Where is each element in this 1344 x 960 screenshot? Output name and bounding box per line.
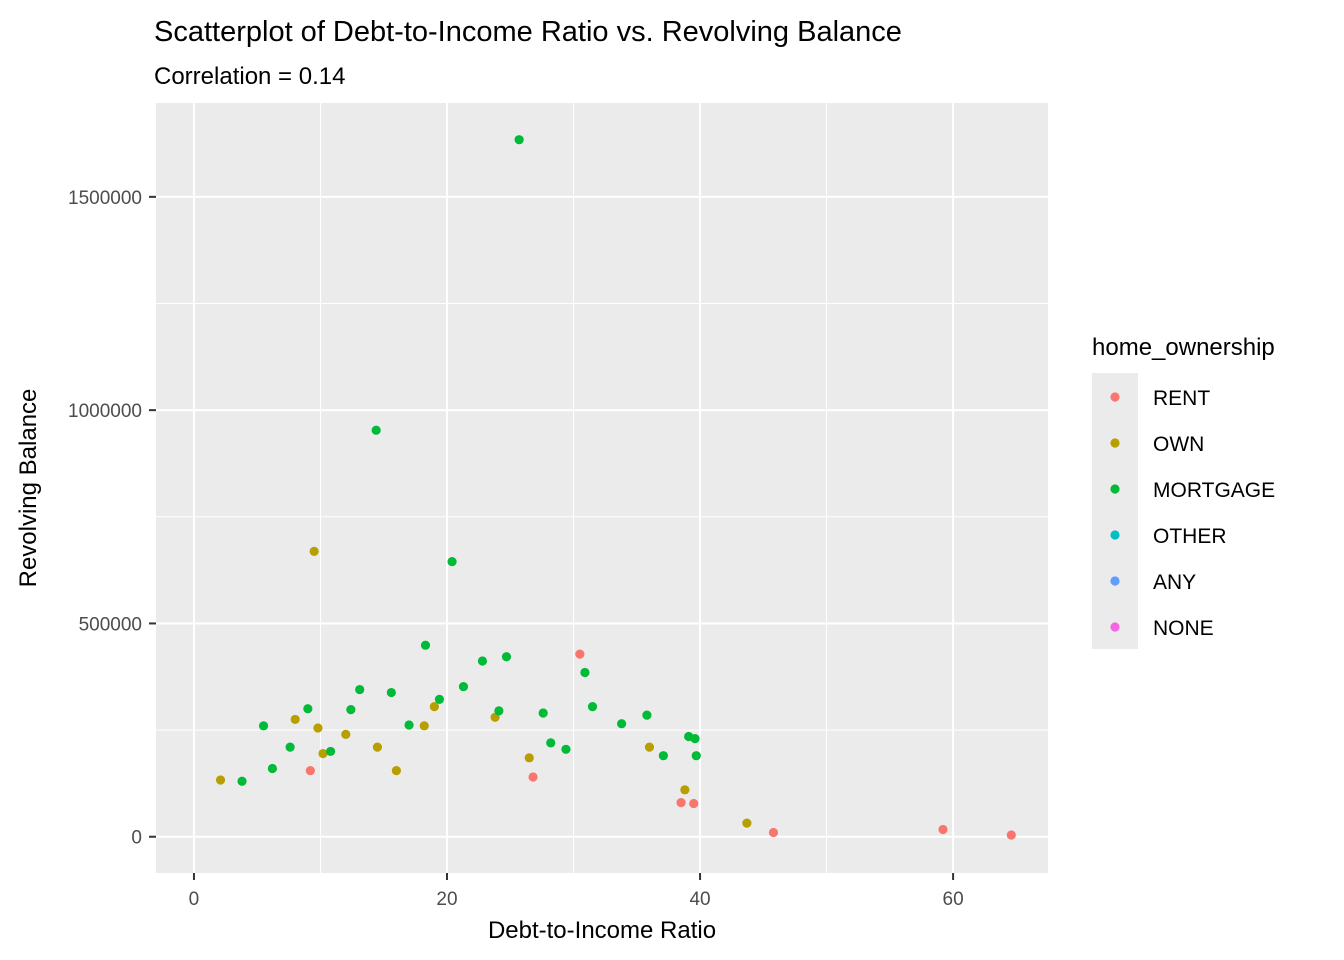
point-mortgage-14: [642, 710, 652, 720]
point-own-5: [341, 729, 351, 739]
point-mortgage-4: [501, 652, 512, 662]
data-points: [215, 135, 1016, 840]
point-mortgage-7: [355, 684, 365, 695]
point-own-7: [429, 702, 439, 712]
x-tick-label-1: 20: [436, 889, 457, 910]
point-rent-7: [689, 798, 699, 809]
point-mortgage-0: [514, 135, 524, 145]
legend-key-any: [1110, 576, 1120, 586]
legend-label-none: NONE: [1153, 617, 1214, 640]
plot-panel: [156, 103, 1048, 873]
point-rent-2: [938, 824, 948, 835]
legend-label-any: ANY: [1153, 571, 1196, 594]
point-own-2: [215, 775, 226, 785]
point-mortgage-18: [690, 734, 700, 744]
point-mortgage-16: [494, 706, 504, 716]
point-mortgage-26: [237, 776, 247, 786]
point-own-0: [309, 546, 319, 556]
point-mortgage-6: [580, 667, 590, 678]
legend-key-none: [1110, 622, 1120, 632]
y-tick-label-3: 1500000: [68, 188, 142, 209]
chart-subtitle: Correlation = 0.14: [154, 63, 345, 90]
point-mortgage-5: [477, 656, 488, 666]
point-own-4: [318, 748, 328, 759]
point-own-14: [391, 766, 401, 776]
point-own-3: [290, 714, 300, 725]
grid-minor: [156, 103, 1048, 873]
point-mortgage-25: [691, 751, 701, 761]
legend-title: home_ownership: [1092, 334, 1275, 361]
point-mortgage-15: [538, 708, 548, 718]
legend-label-rent: RENT: [1153, 387, 1210, 410]
legend-label-other: OTHER: [1153, 525, 1227, 548]
point-own-6: [372, 742, 383, 752]
x-tick-label-3: 60: [943, 889, 964, 910]
legend-key-mortgage: [1110, 484, 1120, 494]
y-tick-label-1: 500000: [79, 614, 142, 635]
point-own-11: [419, 721, 429, 731]
point-rent-4: [305, 766, 315, 776]
y-axis-title: Revolving Balance: [15, 389, 42, 588]
point-mortgage-11: [303, 704, 313, 714]
legend-key-rent: [1110, 392, 1120, 402]
point-mortgage-21: [617, 719, 627, 729]
point-rent-1: [768, 827, 779, 838]
point-mortgage-12: [346, 705, 356, 715]
point-mortgage-3: [420, 640, 431, 650]
chart-title: Scatterplot of Debt-to-Income Ratio vs. …: [154, 16, 902, 48]
point-own-1: [742, 818, 752, 828]
point-own-10: [680, 785, 690, 795]
legend: home_ownership RENT OWN MORTGAGE OTHER ANY NO…: [1092, 334, 1275, 649]
point-mortgage-23: [561, 744, 571, 754]
grid-major: [156, 103, 1048, 873]
legend-keys-background: [1092, 373, 1138, 649]
point-rent-3: [1006, 830, 1016, 840]
point-mortgage-22: [546, 738, 556, 748]
x-tick-label-2: 40: [689, 889, 710, 910]
y-axis: 0 500000 1000000 1500000: [68, 188, 156, 849]
point-mortgage-24: [658, 751, 668, 761]
point-own-9: [644, 742, 655, 752]
point-mortgage-28: [285, 742, 295, 752]
point-own-13: [313, 723, 323, 733]
legend-key-own: [1110, 438, 1120, 448]
point-mortgage-10: [434, 694, 445, 704]
point-mortgage-2: [447, 556, 457, 567]
y-tick-label-2: 1000000: [68, 401, 142, 422]
point-mortgage-9: [386, 687, 396, 698]
x-axis: 0 20 40 60: [189, 873, 964, 910]
point-mortgage-20: [404, 720, 414, 730]
point-rent-5: [528, 772, 538, 782]
point-mortgage-27: [267, 763, 278, 774]
legend-label-own: OWN: [1153, 433, 1204, 456]
point-rent-6: [676, 798, 686, 808]
legend-key-other: [1110, 530, 1120, 540]
x-axis-title: Debt-to-Income Ratio: [488, 917, 716, 944]
point-mortgage-19: [258, 721, 269, 731]
legend-label-mortgage: MORTGAGE: [1153, 479, 1275, 502]
point-own-12: [524, 753, 534, 763]
y-tick-label-0: 0: [131, 828, 142, 849]
point-mortgage-29: [326, 746, 336, 757]
point-rent-0: [575, 649, 585, 659]
point-mortgage-1: [371, 425, 381, 435]
x-tick-label-0: 0: [189, 889, 200, 910]
point-mortgage-8: [458, 681, 469, 692]
point-mortgage-13: [587, 702, 598, 712]
